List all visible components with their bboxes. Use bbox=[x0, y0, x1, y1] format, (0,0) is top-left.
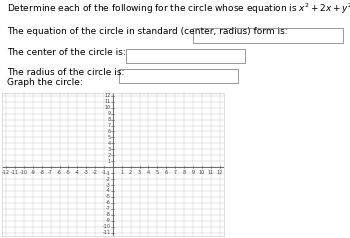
Text: 4: 4 bbox=[147, 170, 150, 175]
FancyBboxPatch shape bbox=[119, 69, 238, 83]
Text: 3: 3 bbox=[138, 170, 141, 175]
Text: -1: -1 bbox=[102, 170, 106, 175]
Text: -8: -8 bbox=[106, 212, 111, 217]
Text: -10: -10 bbox=[103, 224, 111, 229]
Text: 2: 2 bbox=[129, 170, 132, 175]
Text: 8: 8 bbox=[107, 117, 111, 122]
Text: -3: -3 bbox=[84, 170, 89, 175]
Text: 1: 1 bbox=[107, 159, 111, 164]
Text: The equation of the circle in standard (center, radius) form is:: The equation of the circle in standard (… bbox=[7, 27, 288, 36]
Text: 9: 9 bbox=[191, 170, 194, 175]
Text: 6: 6 bbox=[164, 170, 168, 175]
Text: 1: 1 bbox=[120, 170, 123, 175]
Text: The center of the circle is:: The center of the circle is: bbox=[7, 48, 126, 57]
Text: 5: 5 bbox=[107, 135, 111, 140]
Text: -6: -6 bbox=[57, 170, 62, 175]
Text: 8: 8 bbox=[182, 170, 186, 175]
Text: -5: -5 bbox=[106, 194, 111, 199]
Text: -4: -4 bbox=[75, 170, 80, 175]
Text: -11: -11 bbox=[11, 170, 19, 175]
Text: 12: 12 bbox=[216, 170, 223, 175]
Text: -6: -6 bbox=[106, 200, 111, 205]
Text: -3: -3 bbox=[106, 183, 111, 188]
Text: -5: -5 bbox=[66, 170, 71, 175]
Text: 7: 7 bbox=[107, 123, 111, 128]
Text: -1: -1 bbox=[106, 171, 111, 176]
Text: 7: 7 bbox=[174, 170, 177, 175]
Text: 11: 11 bbox=[208, 170, 214, 175]
Text: 3: 3 bbox=[107, 147, 111, 152]
Text: -9: -9 bbox=[106, 218, 111, 223]
Text: 10: 10 bbox=[199, 170, 205, 175]
Text: Graph the circle:: Graph the circle: bbox=[7, 78, 83, 87]
FancyBboxPatch shape bbox=[193, 28, 343, 43]
Text: -2: -2 bbox=[93, 170, 98, 175]
Text: 5: 5 bbox=[156, 170, 159, 175]
Text: 10: 10 bbox=[104, 105, 111, 110]
Text: 6: 6 bbox=[107, 129, 111, 134]
Text: 11: 11 bbox=[104, 99, 111, 104]
Text: -7: -7 bbox=[106, 206, 111, 211]
Text: 2: 2 bbox=[107, 153, 111, 158]
Text: -9: -9 bbox=[30, 170, 35, 175]
Text: 12: 12 bbox=[104, 93, 111, 98]
Text: -12: -12 bbox=[2, 170, 10, 175]
Text: The radius of the circle is:: The radius of the circle is: bbox=[7, 68, 124, 77]
Text: 9: 9 bbox=[108, 111, 111, 116]
Text: -4: -4 bbox=[106, 188, 111, 193]
Text: -7: -7 bbox=[48, 170, 53, 175]
Text: -10: -10 bbox=[20, 170, 28, 175]
Text: -11: -11 bbox=[103, 230, 111, 235]
Text: Determine each of the following for the circle whose equation is $x^2+ 2x + y^2+: Determine each of the following for the … bbox=[7, 2, 350, 16]
Text: -8: -8 bbox=[39, 170, 44, 175]
Text: -2: -2 bbox=[106, 177, 111, 182]
FancyBboxPatch shape bbox=[126, 49, 245, 63]
Text: 4: 4 bbox=[107, 141, 111, 146]
